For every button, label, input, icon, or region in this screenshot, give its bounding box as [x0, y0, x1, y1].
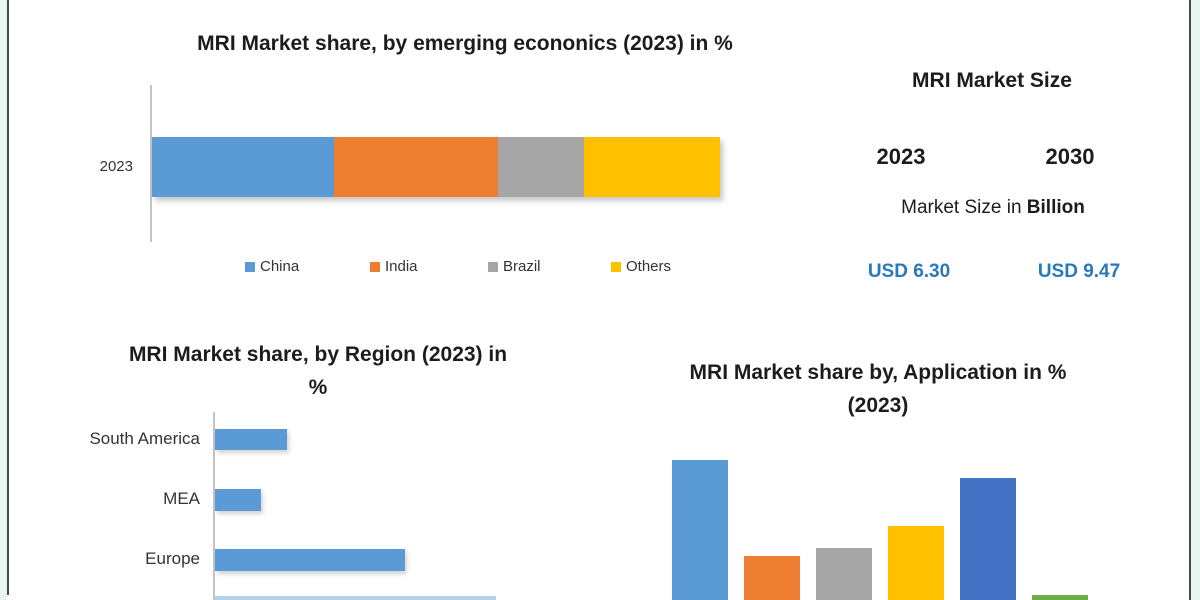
emerging-y-axis-label: 2023 [99, 158, 133, 175]
legend: China India Brazil Others [0, 258, 780, 278]
market-size-value-2023: USD 6.30 [867, 261, 951, 282]
application-bar-2 [744, 556, 800, 600]
application-bar-5 [960, 478, 1016, 600]
legend-item-china: China [245, 258, 299, 275]
stacked-segment-others [583, 137, 720, 197]
left-margin-strip [0, 0, 7, 600]
application-bar-1 [672, 460, 728, 600]
stacked-bar [152, 137, 720, 197]
market-size-year-2030: 2030 [1045, 144, 1095, 169]
india-swatch-icon [370, 261, 380, 272]
right-frame-border [1189, 0, 1191, 600]
market-size-title: MRI Market Size [912, 69, 1072, 92]
application-bar-3 [816, 548, 872, 600]
legend-item-brazil: Brazil [488, 258, 541, 275]
region-bar-mea [215, 489, 261, 511]
emerging-chart-title: MRI Market share, by emerging econonics … [197, 32, 733, 55]
market-size-value-2030: USD 9.47 [1037, 261, 1121, 282]
stacked-segment-china [152, 137, 334, 197]
application-chart-title: MRI Market share by, Application in % (20… [650, 356, 1106, 422]
region-bar-europe [215, 549, 405, 571]
region-partial-bar [215, 596, 496, 600]
stacked-segment-brazil [498, 137, 584, 197]
brazil-swatch-icon [488, 261, 498, 272]
region-label-mea: MEA [163, 489, 200, 508]
region-title-line1: MRI Market share, by Region (2023) in [128, 343, 508, 366]
application-title-line1: MRI Market share by, Application in % [689, 361, 1067, 384]
legend-item-others: Others [611, 258, 671, 275]
region-y-axis-line [213, 412, 215, 600]
application-bar-4 [888, 526, 944, 600]
emerging-y-axis-line [150, 85, 152, 242]
region-title-line2: % [308, 376, 328, 399]
legend-label: China [260, 258, 300, 275]
region-chart-title: MRI Market share, by Region (2023) in% [95, 338, 541, 404]
stacked-segment-india [333, 137, 499, 197]
region-bar-south-america [215, 429, 288, 450]
market-size-subtitle-bold: Billion [1026, 197, 1085, 218]
china-swatch-icon [245, 261, 255, 272]
others-swatch-icon [611, 261, 621, 272]
region-label-south-america: South America [89, 429, 200, 448]
market-size-year-2023: 2023 [876, 144, 926, 169]
market-size-subtitle: Market Size in Billion [843, 197, 1143, 219]
legend-label: Others [626, 258, 672, 275]
application-bar-6 [1032, 595, 1088, 600]
legend-label: India [385, 258, 418, 275]
application-title-line2: (2023) [847, 394, 909, 417]
legend-label: Brazil [503, 258, 541, 275]
market-size-subtitle-regular: Market Size in [901, 197, 1027, 218]
left-frame-border [7, 0, 9, 595]
right-margin-strip [1191, 0, 1200, 600]
region-label-europe: Europe [145, 549, 200, 568]
legend-item-india: India [370, 258, 418, 275]
